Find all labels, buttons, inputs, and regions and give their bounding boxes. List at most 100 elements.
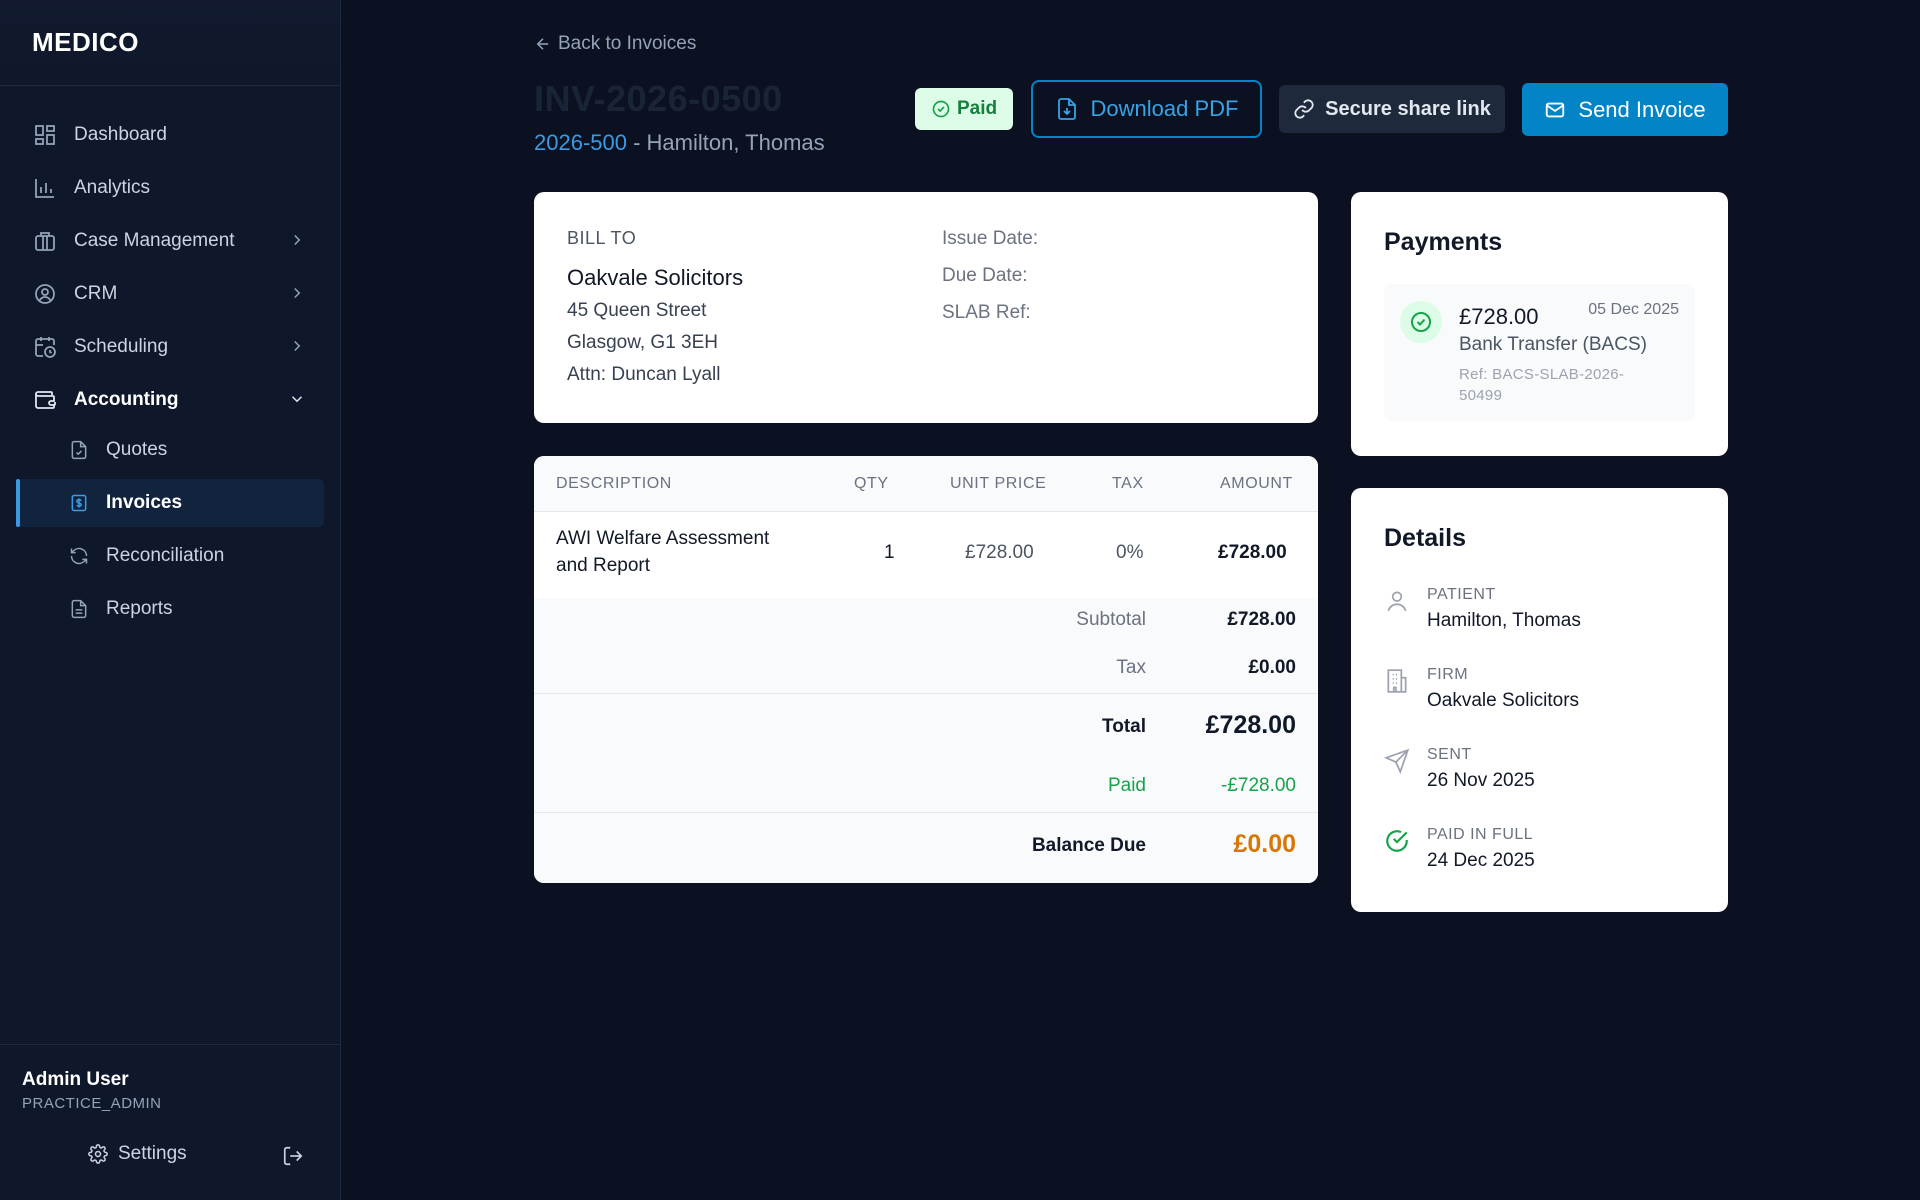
payment-date: 05 Dec 2025: [1588, 301, 1679, 318]
nav-label: Analytics: [74, 176, 151, 198]
subtotal-label: Subtotal: [1076, 609, 1146, 630]
details-card: Details PATIENT Hamilton, Thomas FIRM Oa…: [1351, 488, 1728, 912]
balance-due-value: £0.00: [1233, 830, 1296, 858]
nav-item-accounting[interactable]: Accounting: [0, 373, 340, 426]
check-circle-icon: [1400, 301, 1442, 343]
bill-to-card: BILL TO Oakvale Solicitors 45 Queen Stre…: [534, 192, 1318, 423]
firm-value: Oakvale Solicitors: [1427, 690, 1580, 711]
settings-label: Settings: [118, 1143, 187, 1164]
back-to-invoices-link[interactable]: Back to Invoices: [534, 33, 696, 55]
secure-share-link-button[interactable]: Secure share link: [1279, 85, 1505, 133]
download-pdf-button[interactable]: Download PDF: [1031, 80, 1262, 138]
nav-item-analytics[interactable]: Analytics: [0, 161, 340, 214]
payments-title: Payments: [1384, 228, 1503, 256]
subtotal-value: £728.00: [1227, 609, 1296, 630]
sub-label: Quotes: [106, 439, 168, 460]
status-badge: Paid: [915, 88, 1014, 130]
sub-label: Invoices: [106, 492, 183, 513]
mail-icon: [1546, 102, 1565, 117]
chevron-right-icon: [288, 231, 306, 249]
sidebar-footer: Admin User PRACTICE_ADMIN Settings: [0, 1044, 341, 1200]
user-name: Admin User: [22, 1069, 129, 1090]
row-tax: 0%: [1116, 542, 1144, 563]
sidebar: MEDICO Dashboard Analytics Case Manageme…: [0, 0, 341, 1200]
detail-sent: SENT 26 Nov 2025: [1383, 744, 1704, 804]
detail-paid-in-full: PAID IN FULL 24 Dec 2025: [1384, 824, 1704, 884]
row-description-line1: AWI Welfare Assessment: [556, 528, 770, 549]
back-label: Back to Invoices: [558, 33, 697, 54]
sub-label: Reports: [106, 598, 173, 619]
nav-item-dashboard[interactable]: Dashboard: [0, 108, 340, 161]
briefcase-icon: [32, 228, 58, 254]
patient-label: PATIENT: [1427, 586, 1496, 603]
arrow-left-icon: [536, 38, 549, 50]
sidebar-item-reconciliation[interactable]: Reconciliation: [16, 532, 324, 580]
col-tax: TAX: [1112, 475, 1144, 492]
status-label: Paid: [957, 98, 998, 119]
settings-button[interactable]: Settings: [88, 1143, 187, 1165]
sidebar-item-reports[interactable]: Reports: [16, 585, 324, 633]
nav-item-scheduling[interactable]: Scheduling: [0, 320, 340, 373]
check-circle-icon: [932, 100, 950, 118]
firm-label: FIRM: [1427, 666, 1469, 683]
send-invoice-button[interactable]: Send Invoice: [1522, 83, 1728, 136]
page-title: INV-2026-0500: [534, 78, 783, 119]
gear-icon: [88, 1144, 108, 1164]
detail-firm: FIRM Oakvale Solicitors: [1384, 664, 1704, 724]
nav-label: Scheduling: [74, 335, 169, 357]
paid-value: -£728.00: [1220, 775, 1296, 796]
bill-to-attn: Attn: Duncan Lyall: [567, 364, 721, 385]
col-unit-price: UNIT PRICE: [950, 475, 1047, 492]
brand-logo[interactable]: MEDICO: [0, 0, 340, 86]
case-link[interactable]: 2026-500: [534, 130, 627, 155]
total-value: £728.00: [1205, 711, 1296, 739]
file-download-icon: [1057, 98, 1076, 120]
share-link-label: Secure share link: [1325, 97, 1491, 120]
send-invoice-label: Send Invoice: [1578, 96, 1706, 122]
wallet-icon: [32, 387, 58, 413]
payment-amount: £728.00: [1459, 304, 1539, 329]
bill-to-label: BILL TO: [567, 228, 637, 248]
refresh-icon: [68, 545, 90, 567]
payments-card: Payments £728.00 05 Dec 2025 Bank Transf…: [1351, 192, 1728, 456]
totals-section: [534, 598, 1318, 883]
payment-method: Bank Transfer (BACS): [1459, 334, 1647, 355]
balance-due-label: Balance Due: [1031, 835, 1146, 856]
sidebar-item-quotes[interactable]: Quotes: [16, 426, 324, 474]
building-icon: [1384, 668, 1410, 694]
bill-to-street: 45 Queen Street: [567, 300, 707, 321]
check-circle-icon: [1384, 828, 1410, 854]
details-title: Details: [1384, 524, 1466, 552]
logout-icon[interactable]: [282, 1145, 304, 1167]
download-pdf-label: Download PDF: [1090, 96, 1239, 121]
send-icon: [1383, 748, 1410, 775]
row-amount: £728.00: [1218, 542, 1287, 563]
nav-label: Case Management: [74, 229, 235, 251]
calendar-clock-icon: [32, 334, 58, 360]
slab-ref-label: SLAB Ref:: [942, 302, 1031, 323]
user-role: PRACTICE_ADMIN: [22, 1095, 162, 1112]
link-icon: [1294, 99, 1314, 119]
paid-label: Paid: [1107, 775, 1146, 796]
user-circle-icon: [32, 281, 58, 307]
user-icon: [1384, 588, 1410, 614]
sidebar-item-invoices[interactable]: Invoices: [16, 479, 324, 527]
row-unit-price: £728.00: [965, 542, 1034, 563]
col-qty: QTY: [854, 475, 889, 492]
divider: [534, 693, 1318, 694]
bill-to-name: Oakvale Solicitors: [567, 265, 744, 290]
invoice-subtitle: 2026-500 - Hamilton, Thomas: [534, 130, 825, 156]
bar-chart-icon: [32, 175, 58, 201]
nav-item-case-management[interactable]: Case Management: [0, 214, 340, 267]
file-check-icon: [68, 439, 90, 461]
nav-item-crm[interactable]: CRM: [0, 267, 340, 320]
col-amount: AMOUNT: [1220, 475, 1293, 492]
issue-date-label: Issue Date:: [942, 228, 1039, 249]
chevron-right-icon: [288, 284, 306, 302]
divider: [534, 812, 1318, 813]
sent-value: 26 Nov 2025: [1427, 770, 1535, 791]
receipt-dollar-icon: [68, 492, 90, 514]
total-label: Total: [1102, 716, 1146, 737]
patient-value: Hamilton, Thomas: [1427, 610, 1581, 631]
paid-in-full-label: PAID IN FULL: [1427, 826, 1534, 843]
